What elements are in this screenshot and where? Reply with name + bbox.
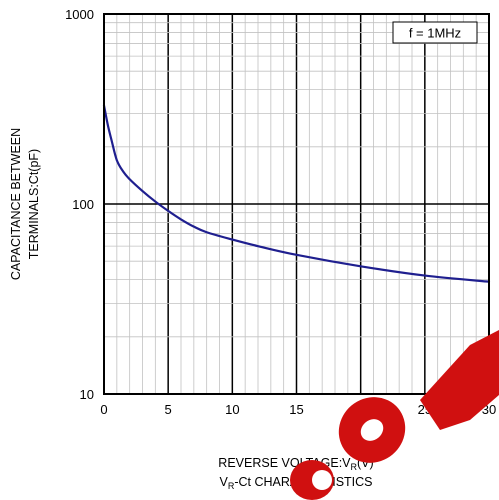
annotation-box <box>392 21 478 44</box>
x-axis-title-main: REVERSE VOLTAGE:V <box>218 456 351 470</box>
y-tick-label: 10 <box>80 387 94 402</box>
series-line <box>102 104 491 283</box>
annotation-text: f = 1MHz <box>409 26 461 41</box>
chart-caption-rest: -Ct CHARACTERISTICS <box>234 475 372 489</box>
y-tick-label: 1000 <box>65 7 94 22</box>
chart-caption: VR-Ct CHARACTERISTICS <box>219 475 372 491</box>
chart-caption-subscript: R <box>228 481 235 491</box>
y-axis-title-line2: TERMINALS:Ct(pF) <box>27 149 41 259</box>
x-tick-label: 10 <box>225 402 239 417</box>
x-axis-title-subscript: R <box>351 462 358 472</box>
frequency-annotation: f = 1MHz <box>392 21 478 44</box>
chart-caption-prefix: V <box>219 475 228 489</box>
x-tick-label: 15 <box>289 402 303 417</box>
grid <box>104 14 489 394</box>
x-axis-title: REVERSE VOLTAGE:VR(V) <box>218 456 373 472</box>
y-axis-title-line1: CAPACITANCE BETWEEN <box>9 128 23 280</box>
x-tick-label: 5 <box>165 402 172 417</box>
x-tick-label: 20 <box>353 402 367 417</box>
y-tick-label: 100 <box>72 197 94 212</box>
plot-frame <box>103 13 490 395</box>
x-tick-label: 25 <box>418 402 432 417</box>
y-axis-title: CAPACITANCE BETWEEN TERMINALS:Ct(pF) <box>9 128 41 280</box>
series-layer <box>102 104 491 283</box>
x-tick-label: 30 <box>482 402 496 417</box>
x-tick-label: 0 <box>100 402 107 417</box>
x-axis-title-unit: (V) <box>357 456 374 470</box>
